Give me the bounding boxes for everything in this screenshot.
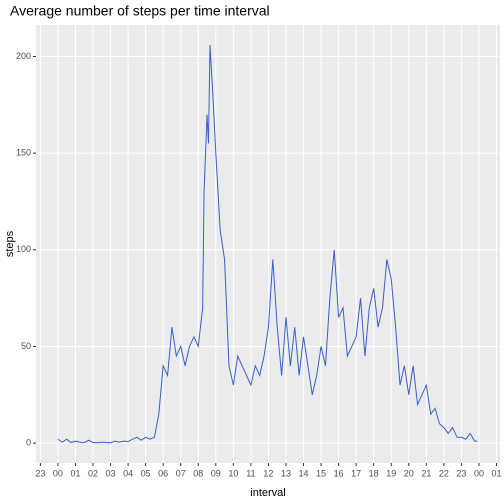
x-tick-label: 08 bbox=[193, 468, 203, 478]
chart-title: Average number of steps per time interva… bbox=[10, 3, 270, 19]
x-tick-label: 06 bbox=[158, 468, 168, 478]
x-tick-label: 05 bbox=[141, 468, 151, 478]
x-tick-label: 12 bbox=[263, 468, 273, 478]
x-tick-label: 16 bbox=[334, 468, 344, 478]
x-tick-label: 14 bbox=[299, 468, 309, 478]
x-tick-label: 01 bbox=[491, 468, 501, 478]
x-tick-label: 21 bbox=[421, 468, 431, 478]
y-tick-label: 0 bbox=[26, 437, 31, 447]
y-axis-title: steps bbox=[4, 230, 16, 257]
x-tick-label: 01 bbox=[70, 468, 80, 478]
x-tick-label: 00 bbox=[53, 468, 63, 478]
y-tick-label: 150 bbox=[16, 148, 31, 158]
x-tick-label: 03 bbox=[106, 468, 116, 478]
x-tick-label: 20 bbox=[404, 468, 414, 478]
x-tick-label: 23 bbox=[456, 468, 466, 478]
line-series bbox=[57, 44, 478, 444]
x-tick-label: 07 bbox=[176, 468, 186, 478]
x-tick-label: 15 bbox=[316, 468, 326, 478]
x-tick-label: 17 bbox=[351, 468, 361, 478]
y-tick-label: 200 bbox=[16, 51, 31, 61]
x-tick-label: 10 bbox=[228, 468, 238, 478]
y-tick-label: 50 bbox=[21, 341, 31, 351]
x-tick-label: 23 bbox=[35, 468, 45, 478]
x-tick-label: 13 bbox=[281, 468, 291, 478]
x-tick-label: 11 bbox=[246, 468, 255, 478]
x-tick-label: 09 bbox=[211, 468, 221, 478]
x-tick-label: 19 bbox=[386, 468, 396, 478]
x-tick-label: 00 bbox=[474, 468, 484, 478]
x-tick-label: 22 bbox=[439, 468, 449, 478]
x-tick-label: 04 bbox=[123, 468, 133, 478]
y-tick-label: 100 bbox=[16, 244, 31, 254]
x-tick-label: 18 bbox=[369, 468, 379, 478]
x-tick-label: 02 bbox=[88, 468, 98, 478]
x-axis-title: interval bbox=[250, 487, 285, 499]
